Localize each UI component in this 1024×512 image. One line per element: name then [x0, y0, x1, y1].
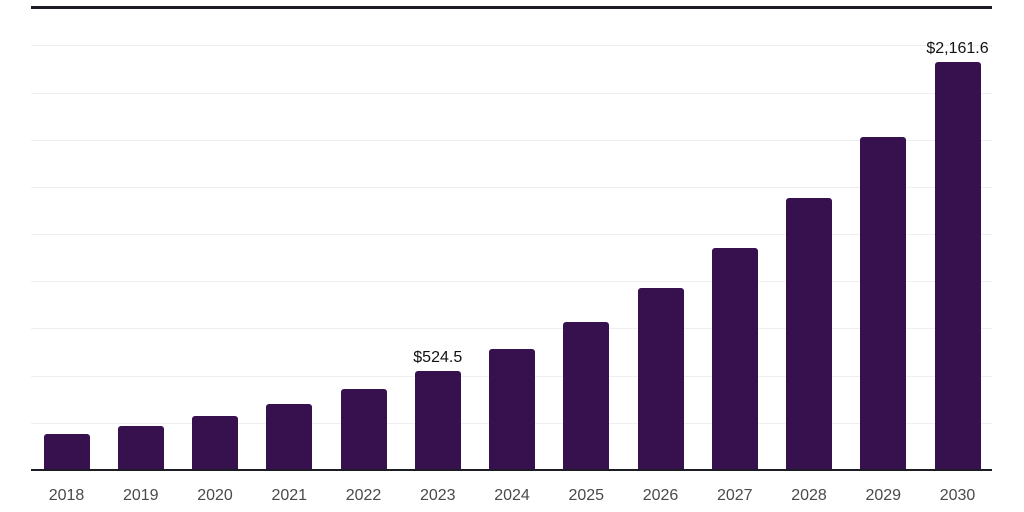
value-label-2030: $2,161.6 — [926, 40, 989, 58]
x-tick-label-2029: 2029 — [865, 487, 902, 504]
bar-2022[interactable] — [340, 389, 387, 470]
x-tick-label-2026: 2026 — [642, 487, 679, 504]
bar-2029[interactable] — [860, 136, 907, 470]
x-tick-label-2028: 2028 — [791, 487, 827, 504]
x-tick-label-2025: 2025 — [568, 487, 605, 504]
x-tick-label-2020: 2020 — [197, 487, 233, 504]
bar-2026[interactable] — [637, 288, 684, 470]
bar-2028[interactable] — [786, 197, 832, 470]
bar-2020[interactable] — [192, 416, 238, 470]
gridline — [31, 328, 992, 330]
gridline — [31, 139, 992, 141]
bar-2030[interactable] — [934, 62, 981, 470]
x-tick-label-2019: 2019 — [122, 487, 159, 504]
plot-top-border — [31, 6, 992, 9]
bar-2023[interactable] — [414, 371, 461, 470]
x-tick-label-2027: 2027 — [716, 487, 753, 504]
x-tick-label-2021: 2021 — [271, 487, 308, 504]
x-tick-label-2030: 2030 — [939, 487, 976, 504]
bar-2018[interactable] — [43, 434, 90, 470]
x-tick-label-2023: 2023 — [419, 487, 456, 504]
x-axis-line — [31, 468, 992, 471]
bar-2021[interactable] — [266, 403, 313, 470]
value-label-2023: $524.5 — [413, 349, 463, 367]
gridline — [31, 186, 992, 188]
bar-2027[interactable] — [711, 247, 758, 470]
gridline — [31, 281, 992, 283]
x-tick-label-2018: 2018 — [48, 487, 85, 504]
gridline — [31, 45, 992, 47]
bar-2024[interactable] — [489, 348, 535, 470]
bar-2025[interactable] — [563, 321, 610, 470]
gridline — [31, 92, 992, 94]
x-tick-label-2022: 2022 — [345, 487, 382, 504]
gridline — [31, 234, 992, 236]
bar-2019[interactable] — [117, 425, 164, 470]
x-tick-label-2024: 2024 — [494, 487, 530, 504]
